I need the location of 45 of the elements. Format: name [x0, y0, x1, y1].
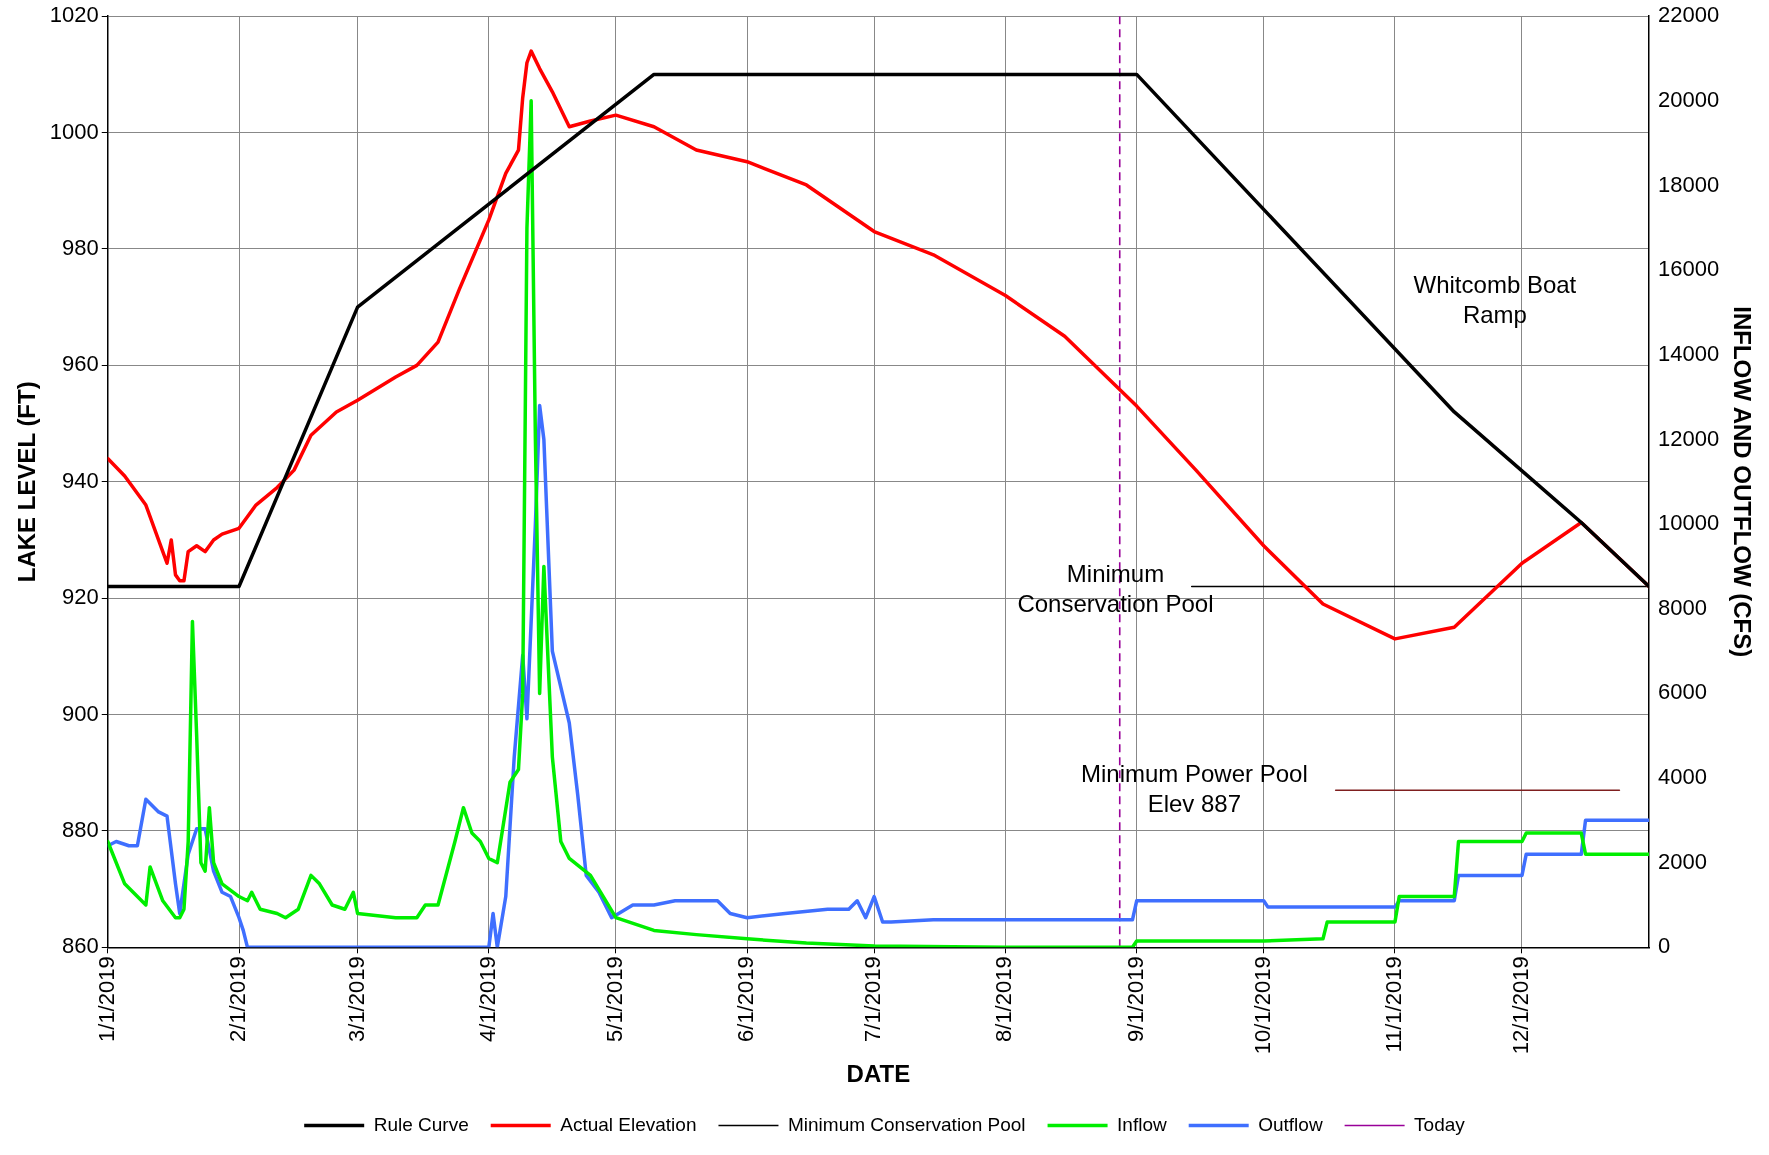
y-tick-label: 1000	[49, 118, 99, 144]
y2-tick-label: 18000	[1658, 171, 1720, 197]
y2-tick-label: 10000	[1658, 510, 1720, 536]
x-tick-label: 8/1/2019	[991, 956, 1017, 1042]
y-tick-label: 940	[62, 467, 99, 493]
x-tick-label: 3/1/2019	[343, 956, 369, 1042]
y-tick-label: 1020	[49, 2, 99, 28]
x-tick-label: 5/1/2019	[601, 956, 627, 1042]
y-tick-label: 980	[62, 235, 99, 261]
x-tick-label: 1/1/2019	[93, 956, 119, 1042]
x-tick-label: 12/1/2019	[1508, 956, 1534, 1055]
y-tick-label: 960	[62, 351, 99, 377]
y2-tick-label: 6000	[1658, 679, 1707, 705]
annotation: Minimum Power Pool Elev 887	[1080, 759, 1308, 817]
legend-label: Rule Curve	[373, 1113, 469, 1135]
annotation: Whitcomb Boat Ramp	[1413, 270, 1577, 328]
legend-label: Inflow	[1117, 1113, 1167, 1135]
legend-label: Minimum Conservation Pool	[787, 1113, 1026, 1135]
x-tick-label: 11/1/2019	[1381, 956, 1407, 1053]
x-tick-label: 7/1/2019	[860, 956, 886, 1042]
y-tick-label: 900	[62, 700, 99, 726]
y-tick-label: 920	[62, 584, 99, 610]
y2-axis-title: INFLOW AND OUTFLOW (CFS)	[1728, 306, 1756, 658]
y2-tick-label: 2000	[1658, 848, 1707, 874]
y2-tick-label: 4000	[1658, 764, 1707, 790]
legend-label: Today	[1414, 1113, 1466, 1135]
y2-tick-label: 20000	[1658, 86, 1720, 112]
y2-tick-label: 22000	[1658, 2, 1720, 28]
y2-tick-label: 12000	[1658, 425, 1720, 451]
y-tick-label: 860	[62, 933, 99, 959]
y2-tick-label: 0	[1658, 933, 1671, 959]
x-tick-label: 4/1/2019	[474, 956, 500, 1042]
y2-tick-label: 16000	[1658, 256, 1720, 282]
y2-tick-label: 14000	[1658, 340, 1720, 366]
legend-label: Outflow	[1258, 1113, 1323, 1135]
y-axis-title: LAKE LEVEL (FT)	[13, 381, 41, 583]
y2-tick-label: 8000	[1658, 594, 1707, 620]
y-tick-label: 880	[62, 817, 99, 842]
x-tick-label: 6/1/2019	[733, 956, 759, 1042]
x-axis-title: DATE	[846, 1060, 911, 1088]
x-tick-label: 9/1/2019	[1122, 956, 1148, 1042]
x-tick-label: 10/1/2019	[1249, 956, 1275, 1055]
legend-label: Actual Elevation	[560, 1113, 697, 1135]
annotation: Minimum Conservation Pool	[1017, 559, 1214, 617]
x-tick-label: 2/1/2019	[225, 956, 251, 1042]
